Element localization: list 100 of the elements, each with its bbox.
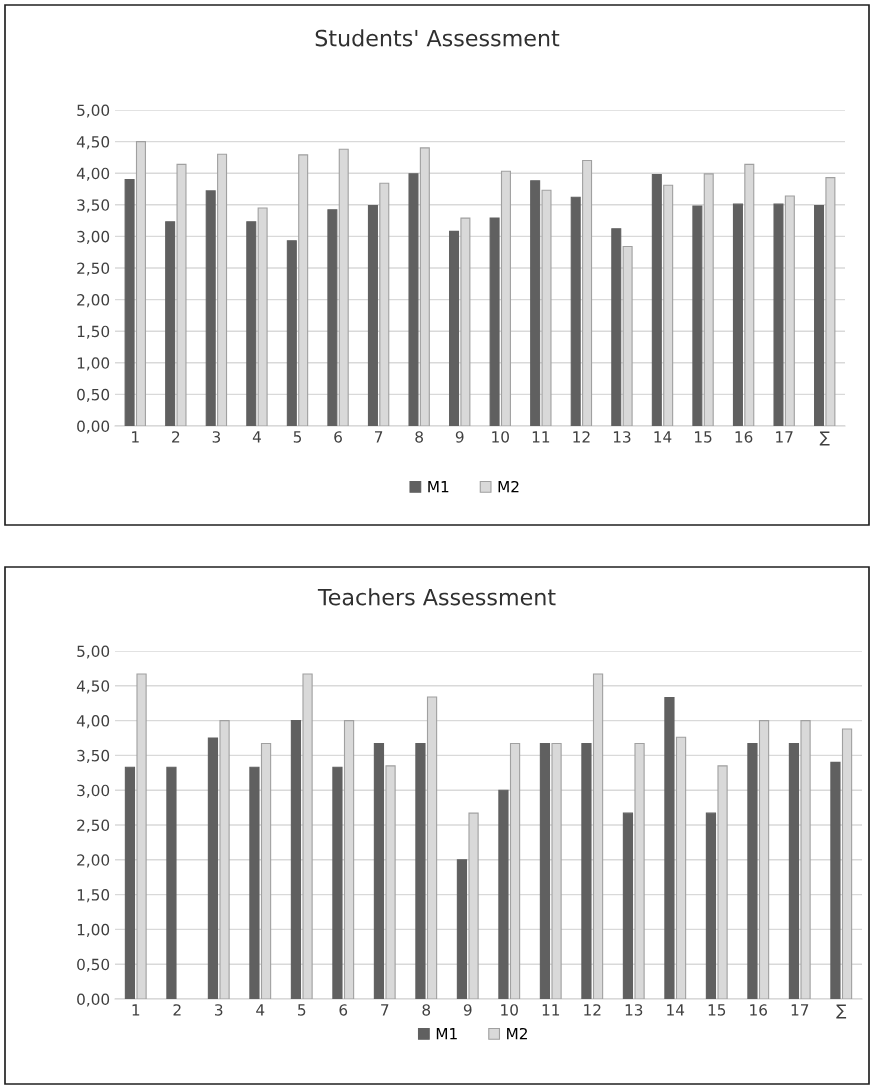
bar (705, 812, 717, 999)
x-tick-label: 8 (415, 431, 423, 443)
x-tick-label: 6 (334, 431, 342, 443)
y-tick-label: 3,00 (77, 230, 110, 244)
bar (449, 230, 460, 426)
bar (207, 737, 219, 999)
x-tick-label: 13 (625, 1004, 643, 1016)
y-tick-label: 0,00 (77, 993, 110, 1007)
x-tick-label: 14 (654, 431, 672, 443)
x-tick-label: 6 (339, 1004, 348, 1016)
x-tick-label: 17 (776, 431, 793, 443)
y-tick-label: 1,50 (77, 325, 110, 339)
x-tick-label: 16 (735, 431, 753, 443)
bar (788, 743, 800, 999)
y-tick-label: 0,50 (77, 388, 110, 402)
bar (622, 812, 634, 999)
x-tick-label: 10 (492, 431, 509, 443)
x-tick-label: 12 (573, 431, 590, 443)
y-tick-label: 2,00 (77, 294, 110, 308)
bar (692, 205, 703, 426)
x-tick-label: 17 (791, 1004, 809, 1016)
x-tick-label: 9 (455, 431, 464, 443)
y-tick-label: 0,00 (77, 420, 110, 434)
bar (530, 180, 541, 426)
x-tick-label: 4 (256, 1004, 265, 1016)
x-tick-label: 5 (293, 431, 302, 443)
y-tick-label: 4,00 (76, 715, 110, 729)
y-tick-label: 1,00 (77, 923, 110, 937)
x-tick-label: 11 (532, 431, 550, 443)
bar (286, 240, 297, 426)
bar (581, 743, 592, 999)
legend-label: M2 (507, 1027, 527, 1040)
x-tick-label: 15 (695, 431, 712, 443)
y-tick-label: 2,00 (77, 854, 110, 868)
y-tick-label: 4,00 (76, 167, 110, 181)
y-tick-label: 5,00 (77, 104, 110, 118)
chart-title: Students' Assessment (315, 29, 560, 47)
bar (814, 204, 825, 426)
y-tick-label: 3,50 (77, 749, 110, 763)
legend-label: M2 (498, 480, 519, 493)
bar (489, 217, 500, 426)
bar (611, 228, 622, 426)
bar (830, 761, 841, 999)
bar (539, 743, 551, 999)
bar (165, 221, 176, 426)
x-tick-label: 1 (132, 431, 139, 443)
bar (498, 789, 509, 999)
chart-title: Teachers Assessment (317, 588, 556, 606)
y-tick-label: 2,50 (77, 262, 110, 276)
bar (327, 209, 338, 426)
bar (246, 221, 257, 426)
y-tick-label: 5,00 (77, 645, 110, 659)
bar (124, 766, 136, 999)
x-tick-label: 12 (584, 1004, 601, 1016)
bar (651, 173, 662, 426)
x-tick-label: 8 (422, 1004, 431, 1016)
bar (166, 766, 177, 999)
bar (205, 190, 216, 426)
x-tick-label: 1 (132, 1004, 140, 1016)
x-tick-label: 7 (381, 1004, 389, 1016)
bar (373, 743, 385, 999)
bar (773, 203, 784, 426)
bar (570, 196, 581, 426)
y-tick-label: 3,00 (77, 784, 110, 798)
bar (290, 720, 302, 999)
y-tick-label: 4,50 (76, 136, 110, 150)
bar (367, 204, 378, 426)
legend-label: M1 (436, 1028, 457, 1040)
x-tick-label: 4 (252, 431, 261, 443)
y-tick-label: 2,50 (77, 819, 110, 833)
x-tick-label: 16 (750, 1004, 768, 1016)
y-tick-label: 4,50 (76, 680, 110, 694)
x-tick-label: 10 (501, 1004, 518, 1016)
x-tick-label: ∑ (819, 431, 830, 446)
x-tick-label: 3 (212, 431, 221, 443)
bar (124, 178, 135, 426)
y-tick-label: 0,50 (77, 958, 110, 972)
x-tick-label: 2 (173, 1004, 181, 1016)
bar (456, 859, 468, 999)
x-tick-label: 9 (463, 1004, 472, 1016)
bar (249, 766, 260, 999)
y-tick-label: 1,50 (77, 889, 110, 903)
x-tick-label: 2 (172, 431, 180, 443)
bar (408, 173, 419, 426)
y-tick-label: 3,50 (77, 199, 110, 213)
bar (664, 697, 675, 999)
x-tick-label: ∑ (836, 1004, 847, 1019)
x-tick-label: 3 (215, 1004, 223, 1016)
x-tick-label: 11 (542, 1004, 560, 1016)
bar (747, 743, 758, 999)
x-tick-label: 7 (375, 431, 383, 443)
x-tick-label: 15 (708, 1004, 726, 1016)
y-tick-label: 1,00 (77, 357, 110, 371)
x-tick-label: 13 (613, 431, 631, 443)
legend-label: M1 (428, 481, 449, 493)
x-tick-label: 14 (667, 1004, 685, 1016)
bar (415, 743, 426, 999)
x-tick-label: 5 (298, 1004, 306, 1016)
bar (332, 766, 343, 999)
bar (732, 203, 743, 426)
